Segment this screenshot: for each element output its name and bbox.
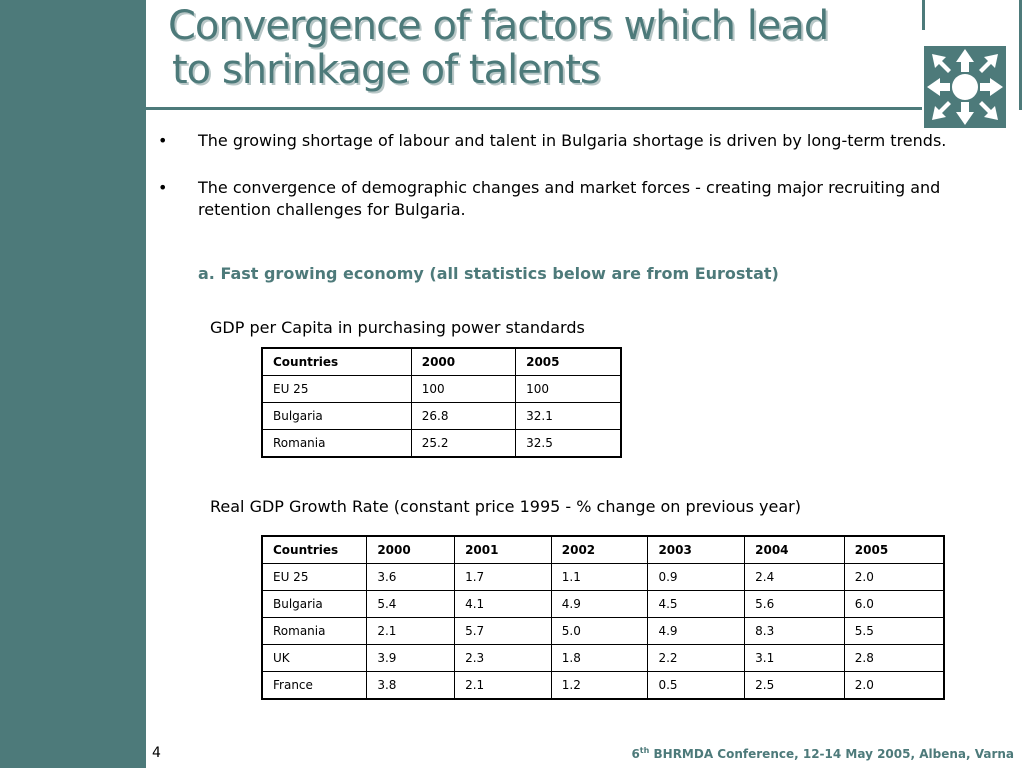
- column-header: 2005: [515, 347, 622, 376]
- table-cell: 8.3: [744, 617, 845, 645]
- table-cell: 1.7: [454, 563, 552, 591]
- table-cell: 0.5: [647, 671, 746, 700]
- table-row: Bulgaria 26.8 32.1: [261, 402, 622, 430]
- bullet-marker: •: [158, 178, 168, 197]
- table-cell: 2.8: [843, 644, 945, 672]
- table-cell: 2.0: [843, 671, 945, 700]
- arrows-compass-logo-icon: [924, 46, 1006, 128]
- table-cell: 2.5: [744, 671, 845, 700]
- table-row: UK 3.9 2.3 1.8 2.2 3.1 2.8: [261, 644, 945, 672]
- table-header-row: Countries 2000 2001 2002 2003 2004 2005: [261, 535, 945, 564]
- table-cell: 1.1: [550, 563, 649, 591]
- table-cell: 2.4: [744, 563, 845, 591]
- table-cell: 100: [515, 375, 622, 403]
- table-cell: UK: [261, 644, 368, 672]
- bullet-item: • The convergence of demographic changes…: [158, 177, 1018, 221]
- table-cell: 1.2: [550, 671, 649, 700]
- table-cell: 100: [410, 375, 517, 403]
- column-header: 2000: [366, 535, 456, 564]
- table-cell: 26.8: [410, 402, 517, 430]
- gdp-per-capita-caption: GDP per Capita in purchasing power stand…: [210, 318, 585, 337]
- logo-frame-right-stroke: [1019, 0, 1022, 110]
- table-row: EU 25 3.6 1.7 1.1 0.9 2.4 2.0: [261, 563, 945, 591]
- column-header: 2003: [647, 535, 746, 564]
- table-cell: Bulgaria: [261, 590, 368, 618]
- table-row: EU 25 100 100: [261, 375, 622, 403]
- table-cell: Romania: [261, 429, 412, 458]
- real-gdp-growth-caption: Real GDP Growth Rate (constant price 199…: [210, 497, 801, 516]
- table-cell: 25.2: [410, 429, 517, 458]
- table-row: Romania 2.1 5.7 5.0 4.9 8.3 5.5: [261, 617, 945, 645]
- footer-edition-number: 6: [631, 747, 640, 761]
- table-cell: France: [261, 671, 368, 700]
- page-number: 4: [152, 745, 161, 761]
- table-row: Romania 25.2 32.5: [261, 429, 622, 458]
- table-cell: EU 25: [261, 375, 412, 403]
- table-cell: 5.0: [550, 617, 649, 645]
- table-cell: 3.6: [366, 563, 456, 591]
- table-cell: 0.9: [647, 563, 746, 591]
- table-cell: 32.1: [515, 402, 622, 430]
- table-cell: 5.7: [454, 617, 552, 645]
- gdp-per-capita-table: Countries 2000 2005 EU 25 100 100 Bulgar…: [261, 347, 622, 458]
- table-cell: 32.5: [515, 429, 622, 458]
- real-gdp-growth-table: Countries 2000 2001 2002 2003 2004 2005 …: [261, 535, 945, 700]
- section-subheading: a. Fast growing economy (all statistics …: [198, 264, 779, 283]
- table-cell: 2.1: [366, 617, 456, 645]
- slide-title: Convergence of factors which lead to shr…: [168, 3, 829, 93]
- title-underline-rule: [146, 107, 922, 110]
- bullet-marker: •: [158, 131, 168, 150]
- table-cell: 4.9: [647, 617, 746, 645]
- column-header: 2001: [454, 535, 552, 564]
- column-header: 2004: [744, 535, 845, 564]
- table-cell: 4.9: [550, 590, 649, 618]
- column-header: Countries: [261, 535, 368, 564]
- table-cell: 4.5: [647, 590, 746, 618]
- column-header: 2005: [843, 535, 945, 564]
- bullet-item: • The growing shortage of labour and tal…: [158, 130, 1018, 152]
- table-cell: 5.4: [366, 590, 456, 618]
- table-cell: 4.1: [454, 590, 552, 618]
- table-cell: 3.1: [744, 644, 845, 672]
- bullet-text: The convergence of demographic changes a…: [198, 178, 941, 219]
- table-cell: EU 25: [261, 563, 368, 591]
- column-header: 2002: [550, 535, 649, 564]
- table-cell: 5.6: [744, 590, 845, 618]
- slide-title-line-2: to shrinkage of talents: [172, 47, 601, 93]
- left-sidebar-band: [0, 0, 146, 768]
- conference-footer: 6th BHRMDA Conference, 12-14 May 2005, A…: [631, 746, 1014, 761]
- logo-frame-left-stroke: [922, 0, 925, 30]
- table-cell: 6.0: [843, 590, 945, 618]
- table-cell: Bulgaria: [261, 402, 412, 430]
- column-header: Countries: [261, 347, 412, 376]
- table-cell: 3.8: [366, 671, 456, 700]
- table-cell: 3.9: [366, 644, 456, 672]
- table-row: Bulgaria 5.4 4.1 4.9 4.5 5.6 6.0: [261, 590, 945, 618]
- table-cell: Romania: [261, 617, 368, 645]
- slide-title-line-1: Convergence of factors which lead: [168, 3, 829, 49]
- footer-edition-suffix: th: [639, 746, 650, 755]
- table-cell: 2.0: [843, 563, 945, 591]
- bullet-list: • The growing shortage of labour and tal…: [158, 130, 1018, 246]
- table-cell: 1.8: [550, 644, 649, 672]
- table-row: France 3.8 2.1 1.2 0.5 2.5 2.0: [261, 671, 945, 700]
- table-cell: 5.5: [843, 617, 945, 645]
- table-cell: 2.3: [454, 644, 552, 672]
- footer-conference-text: BHRMDA Conference, 12-14 May 2005, Alben…: [649, 747, 1015, 761]
- table-cell: 2.1: [454, 671, 552, 700]
- table-header-row: Countries 2000 2005: [261, 347, 622, 376]
- bullet-text: The growing shortage of labour and talen…: [198, 131, 947, 150]
- table-cell: 2.2: [647, 644, 746, 672]
- column-header: 2000: [410, 347, 517, 376]
